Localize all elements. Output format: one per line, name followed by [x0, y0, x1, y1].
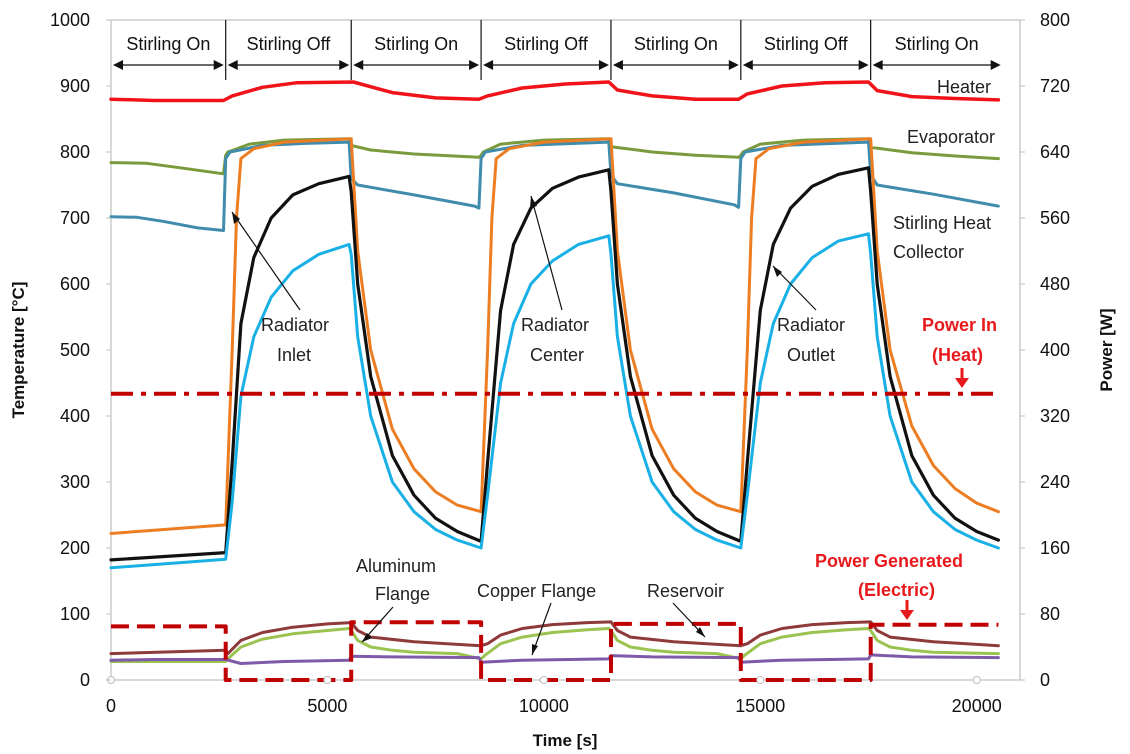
arrowhead-rad-center — [530, 196, 537, 208]
y2-tick-label-9: 720 — [1040, 76, 1070, 96]
x-tick-label-1: 5000 — [307, 696, 347, 716]
label-rad-outlet-2: Outlet — [787, 345, 835, 365]
y-tick-label-8: 800 — [60, 142, 90, 162]
phase-arrow-left-5 — [742, 60, 753, 70]
y2-tick-label-3: 240 — [1040, 472, 1070, 492]
phase-markers: Stirling On Stirling Off Stirling On Stirli… — [113, 20, 1001, 80]
phase-label-3: Stirling Off — [504, 34, 589, 54]
phase-arrow-left-3 — [483, 60, 494, 70]
phase-arrow-right-2 — [469, 60, 480, 70]
y-tick-label-7: 700 — [60, 208, 90, 228]
series-line-6 — [109, 627, 1000, 663]
arrowhead-reservoir — [696, 627, 705, 637]
y2-tick-label-10: 800 — [1040, 10, 1070, 30]
arrow-rad-inlet — [231, 211, 301, 311]
series-line-7 — [109, 620, 1000, 656]
label-evaporator: Evaporator — [907, 127, 995, 147]
label-rad-center-1: Radiator — [521, 315, 589, 335]
phase-label-6: Stirling On — [895, 34, 979, 54]
phase-arrow-right-6 — [990, 60, 1001, 70]
label-collector-1: Stirling Heat — [893, 213, 991, 233]
arrowhead-al-flange — [362, 633, 372, 642]
series-line-1 — [109, 137, 1000, 176]
x-tick-label-2: 10000 — [519, 696, 569, 716]
series-line-5 — [109, 232, 1000, 570]
series-line-3 — [109, 137, 1000, 535]
arrowhead-power-in — [955, 378, 969, 388]
y2-tick-label-5: 400 — [1040, 340, 1070, 360]
label-reservoir: Reservoir — [647, 581, 724, 601]
phase-arrow-right-5 — [858, 60, 869, 70]
y2-tick-label-7: 560 — [1040, 208, 1070, 228]
annotations: Heater Evaporator Stirling Heat Collecto… — [231, 77, 997, 656]
y-axis-title: Temperature [°C] — [9, 282, 28, 419]
x-tick-handle-3 — [756, 676, 765, 684]
y-tick-label-5: 500 — [60, 340, 90, 360]
axes: 0 5000 10000 15000 2000001002003004005006007… — [50, 10, 1070, 716]
y-tick-label-3: 300 — [60, 472, 90, 492]
series-line-0 — [109, 80, 1001, 103]
label-heater: Heater — [937, 77, 991, 97]
label-rad-outlet-1: Radiator — [777, 315, 845, 335]
y-tick-label-10: 1000 — [50, 10, 90, 30]
y-tick-label-1: 100 — [60, 604, 90, 624]
label-cu-flange: Copper Flange — [477, 581, 596, 601]
label-rad-center-2: Center — [530, 345, 584, 365]
label-power-gen-2: (Electric) — [858, 580, 935, 600]
phase-label-2: Stirling On — [374, 34, 458, 54]
phase-label-0: Stirling On — [126, 34, 210, 54]
arrowhead-cu-flange — [532, 644, 538, 655]
phase-label-1: Stirling Off — [247, 34, 332, 54]
label-rad-inlet-1: Radiator — [261, 315, 329, 335]
arrow-rad-center — [530, 195, 563, 311]
x-tick-handle-4 — [972, 676, 981, 684]
label-collector-2: Collector — [893, 242, 964, 262]
x-axis-title: Time [s] — [533, 731, 598, 750]
y2-tick-label-8: 640 — [1040, 142, 1070, 162]
arrowhead-power-gen — [900, 610, 914, 620]
y-tick-label-9: 900 — [60, 76, 90, 96]
label-power-in-1: Power In — [922, 315, 997, 335]
series-line-4 — [109, 166, 1000, 562]
y2-tick-label-0: 0 — [1040, 670, 1050, 690]
x-tick-label-3: 15000 — [735, 696, 785, 716]
phase-arrow-left-4 — [612, 60, 623, 70]
phase-label-5: Stirling Off — [764, 34, 849, 54]
phase-arrow-right-4 — [728, 60, 739, 70]
y-tick-label-4: 400 — [60, 406, 90, 426]
y2-tick-label-6: 480 — [1040, 274, 1070, 294]
x-tick-label-0: 0 — [106, 696, 116, 716]
label-al-flange-2: Flange — [375, 584, 430, 604]
phase-arrow-right-3 — [598, 60, 609, 70]
phase-arrow-left-1 — [227, 60, 238, 70]
y-tick-label-0: 0 — [80, 670, 90, 690]
phase-arrow-left-6 — [872, 60, 883, 70]
label-rad-inlet-2: Inlet — [277, 345, 311, 365]
label-power-gen-1: Power Generated — [815, 551, 963, 571]
phase-arrow-left-2 — [353, 60, 364, 70]
y2-tick-label-1: 80 — [1040, 604, 1060, 624]
y-tick-label-2: 200 — [60, 538, 90, 558]
series-line-8 — [109, 653, 1000, 665]
y2-tick-label-2: 160 — [1040, 538, 1070, 558]
arrowhead-rad-inlet — [232, 212, 240, 224]
x-tick-handle-2 — [539, 676, 548, 684]
arrowhead-rad-outlet — [773, 266, 782, 277]
label-power-in-2: (Heat) — [932, 345, 983, 365]
label-al-flange-1: Aluminum — [356, 556, 436, 576]
phase-label-4: Stirling On — [634, 34, 718, 54]
phase-arrow-right-1 — [339, 60, 350, 70]
y-tick-label-6: 600 — [60, 274, 90, 294]
x-tick-label-4: 20000 — [952, 696, 1002, 716]
phase-arrow-left-0 — [113, 60, 123, 70]
y2-axis-title: Power [W] — [1097, 308, 1116, 391]
x-tick-handle-1 — [323, 676, 332, 684]
phase-arrow-right-0 — [213, 60, 224, 70]
y2-tick-label-4: 320 — [1040, 406, 1070, 426]
